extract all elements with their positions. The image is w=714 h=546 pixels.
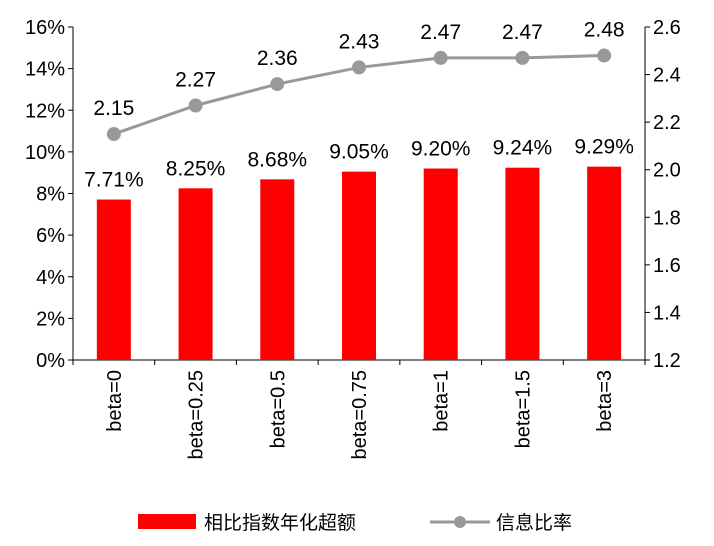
line-point bbox=[597, 48, 612, 63]
left-tick-label: 4% bbox=[36, 267, 65, 289]
right-tick-label: 1.4 bbox=[653, 302, 681, 324]
line-point bbox=[188, 98, 203, 113]
legend: 相比指数年化超额 信息比率 bbox=[138, 512, 572, 534]
bar-series bbox=[96, 166, 622, 360]
bar-data-label: 8.68% bbox=[248, 148, 308, 171]
x-tick-label: beta=0.75 bbox=[349, 370, 371, 460]
bar-data-label: 7.71% bbox=[84, 169, 144, 192]
bar bbox=[260, 179, 295, 360]
line-point bbox=[352, 60, 366, 75]
right-tick-label: 1.6 bbox=[653, 255, 681, 277]
right-tick-label: 2.2 bbox=[653, 112, 681, 134]
bar bbox=[423, 168, 458, 360]
legend-swatch-marker bbox=[454, 516, 466, 528]
right-tick-label: 1.2 bbox=[653, 350, 681, 372]
bar bbox=[342, 171, 376, 360]
right-tick-label: 2.0 bbox=[653, 160, 681, 182]
left-tick-label: 10% bbox=[25, 142, 65, 164]
bar bbox=[96, 199, 131, 360]
right-tick-label: 2.4 bbox=[653, 65, 681, 87]
left-tick-label: 16% bbox=[25, 17, 65, 39]
left-tick-label: 14% bbox=[25, 59, 65, 81]
data-labels: 7.71% 8.25% 8.68% 9.05% 9.20% 9.24% 9.29% 2.15 2… bbox=[84, 19, 634, 192]
x-tick-label: beta=0.5 bbox=[267, 370, 289, 448]
left-tick-label: 6% bbox=[36, 225, 65, 247]
line-data-label: 2.47 bbox=[420, 21, 461, 44]
bar-data-label: 9.05% bbox=[329, 141, 389, 164]
bar-data-label: 9.20% bbox=[411, 138, 471, 161]
bar-data-label: 8.25% bbox=[166, 157, 226, 180]
left-tick-label: 0% bbox=[36, 350, 65, 372]
bar bbox=[178, 188, 213, 360]
line-data-label: 2.15 bbox=[93, 97, 134, 120]
line-data-label: 2.48 bbox=[584, 19, 625, 42]
line-data-label: 2.27 bbox=[175, 68, 216, 91]
line-point bbox=[515, 50, 530, 65]
left-tick-label: 2% bbox=[36, 308, 65, 330]
x-tick-label: beta=1 bbox=[431, 370, 453, 432]
bar-data-label: 9.24% bbox=[493, 137, 553, 160]
left-tick-label: 12% bbox=[25, 100, 65, 122]
right-tick-label: 1.8 bbox=[653, 207, 681, 229]
x-tick-label: beta=1.5 bbox=[512, 370, 534, 448]
legend-label-bar: 相比指数年化超额 bbox=[204, 512, 356, 534]
x-tick-label: beta=3 bbox=[594, 370, 616, 432]
line-point bbox=[270, 77, 285, 92]
left-tick-label: 8% bbox=[36, 184, 65, 206]
x-tick-labels: beta=0 beta=0.25 beta=0.5 beta=0.75 beta=1 be… bbox=[104, 370, 616, 460]
axes: 0% 2% 4% 6% 8% 10% 12% 14% 16% 1.2 1.4 1.6 1.8 2.0 2.2… bbox=[25, 17, 681, 372]
line-data-label: 2.36 bbox=[257, 47, 298, 70]
x-tick-label: beta=0 bbox=[104, 370, 126, 432]
line-series bbox=[106, 48, 612, 142]
legend-label-line: 信息比率 bbox=[496, 512, 572, 534]
line-data-label: 2.47 bbox=[502, 21, 543, 44]
right-tick-label: 2.6 bbox=[653, 17, 681, 39]
line-point bbox=[106, 127, 121, 142]
bar-data-label: 9.29% bbox=[574, 136, 634, 159]
legend-swatch-bar bbox=[138, 514, 196, 529]
line-data-label: 2.43 bbox=[339, 30, 380, 53]
line-point bbox=[433, 50, 448, 65]
bar bbox=[505, 167, 540, 360]
x-tick-label: beta=0.25 bbox=[186, 370, 208, 460]
bar bbox=[587, 166, 622, 360]
